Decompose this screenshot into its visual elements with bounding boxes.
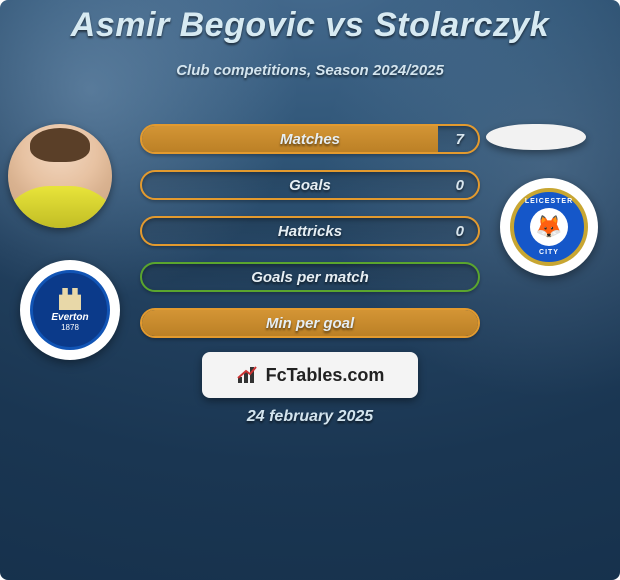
fox-icon: 🦊	[530, 208, 568, 246]
stat-row-hattricks: Hattricks 0	[140, 216, 480, 246]
player-right-avatar	[486, 124, 586, 150]
stat-value: 0	[456, 177, 464, 194]
club-right-top-text: LEICESTER	[525, 198, 573, 205]
stat-row-matches: Matches 7	[140, 124, 480, 154]
bar-chart-icon	[236, 365, 260, 385]
page-subtitle: Club competitions, Season 2024/2025	[0, 62, 620, 79]
club-left-name: Everton	[51, 312, 88, 323]
club-left-year: 1878	[61, 323, 79, 332]
club-right-bottom-text: CITY	[539, 249, 559, 256]
stat-label: Goals	[289, 177, 331, 194]
comparison-card: Asmir Begovic vs Stolarczyk Club competi…	[0, 0, 620, 580]
content-wrap: Asmir Begovic vs Stolarczyk Club competi…	[0, 0, 620, 580]
stat-label: Min per goal	[266, 315, 354, 332]
stat-row-goals-per-match: Goals per match	[140, 262, 480, 292]
player-left-avatar	[8, 124, 112, 228]
stat-label: Matches	[280, 131, 340, 148]
club-right-badge-inner: LEICESTER 🦊 CITY	[510, 188, 588, 266]
stats-column: Matches 7 Goals 0 Hattricks 0 Goals per …	[140, 124, 480, 354]
club-left-badge: Everton 1878	[20, 260, 120, 360]
stat-label: Goals per match	[251, 269, 369, 286]
stat-value: 0	[456, 223, 464, 240]
page-title: Asmir Begovic vs Stolarczyk	[0, 6, 620, 45]
footer-brand-box: FcTables.com	[202, 352, 418, 398]
stat-value: 7	[456, 131, 464, 148]
stat-row-min-per-goal: Min per goal	[140, 308, 480, 338]
tower-icon	[59, 288, 81, 310]
footer-brand-text: FcTables.com	[266, 365, 385, 386]
footer-date: 24 february 2025	[0, 408, 620, 426]
stat-row-goals: Goals 0	[140, 170, 480, 200]
club-left-badge-inner: Everton 1878	[30, 270, 110, 350]
club-right-badge: LEICESTER 🦊 CITY	[500, 178, 598, 276]
stat-label: Hattricks	[278, 223, 342, 240]
